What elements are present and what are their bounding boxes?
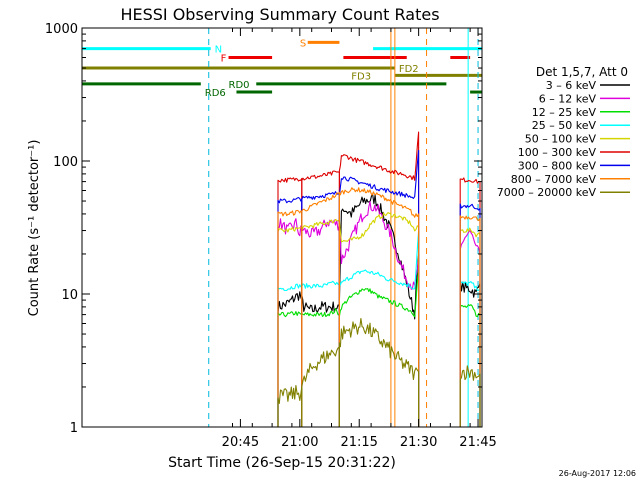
- series-line: [301, 191, 340, 427]
- status-label: N: [215, 45, 222, 56]
- series-line: [338, 187, 420, 427]
- series-line: [277, 291, 303, 427]
- series-line: [338, 194, 420, 427]
- x-tick-label: 21:15: [340, 435, 377, 450]
- status-label: RD6: [205, 88, 226, 99]
- footer-date: 26-Aug-2017 12:06: [559, 469, 636, 478]
- status-label: FD2: [399, 64, 419, 75]
- series-line: [277, 226, 303, 427]
- series-line: [277, 209, 303, 427]
- series-line: [338, 149, 420, 427]
- series-line: [338, 212, 420, 427]
- series-line: [338, 266, 420, 427]
- legend-label: 3 – 6 keV: [546, 79, 597, 92]
- legend-title: Det 1,5,7, Att 0: [536, 65, 628, 79]
- series-line: [277, 218, 303, 427]
- series-line: [301, 294, 340, 427]
- legend-label: 25 – 50 keV: [532, 119, 597, 132]
- x-tick-label: 21:00: [281, 435, 318, 450]
- series-line: [277, 196, 303, 427]
- series-line: [277, 177, 303, 427]
- x-tick-label: 21:30: [400, 435, 437, 450]
- series-line: [459, 277, 481, 427]
- series-line: [459, 177, 481, 427]
- status-label: RD0: [229, 80, 250, 91]
- series-line: [459, 281, 481, 427]
- series-line: [301, 307, 340, 427]
- series-line: [301, 218, 340, 427]
- status-label: S: [300, 38, 306, 49]
- legend-label: 300 – 800 keV: [518, 159, 597, 172]
- series-line: [277, 384, 303, 427]
- series-line: [338, 201, 420, 427]
- legend-label: 100 – 300 keV: [518, 146, 597, 159]
- series-line: [459, 365, 481, 427]
- series-line: [459, 215, 481, 427]
- status-label: F: [221, 54, 227, 65]
- legend-label: 6 – 12 keV: [539, 92, 597, 105]
- series-line: [338, 317, 420, 427]
- series-line: [459, 203, 481, 427]
- axes: 1 10 100 1000 20:45 21:00 21:15 21:30 21:45: [45, 22, 497, 450]
- series-line: [301, 219, 340, 427]
- legend-label: 800 – 7000 keV: [511, 173, 597, 186]
- chart-title: HESSI Observing Summary Count Rates: [120, 5, 439, 24]
- x-tick-label: 20:45: [222, 435, 259, 450]
- legend-label: 50 – 100 keV: [525, 133, 597, 146]
- y-tick-label: 1000: [45, 22, 78, 37]
- series-line: [338, 229, 420, 427]
- legend-label: 7000 – 20000 keV: [497, 186, 597, 199]
- x-tick-label: 21:45: [459, 435, 496, 450]
- series-line: [301, 192, 340, 427]
- plot-frame: [81, 27, 483, 428]
- y-axis-label: Count Rate (s⁻¹ detector⁻¹): [27, 140, 42, 317]
- series-line: [277, 283, 303, 427]
- x-axis-label: Start Time (26-Sep-15 20:31:22): [168, 455, 396, 471]
- legend-label: 12 – 25 keV: [532, 106, 597, 119]
- y-tick-label: 1: [70, 421, 78, 436]
- series-line: [277, 311, 303, 427]
- series-line: [301, 346, 340, 427]
- series-line: [301, 280, 340, 427]
- series-line: [459, 230, 481, 427]
- series-lines: [277, 131, 481, 427]
- series-line: [459, 304, 481, 427]
- series-line: [301, 170, 340, 427]
- y-tick-label: 10: [61, 288, 78, 303]
- series-line: [459, 227, 481, 427]
- status-label: FD3: [351, 71, 371, 82]
- series-line: [338, 131, 420, 427]
- y-tick-label: 100: [53, 155, 78, 170]
